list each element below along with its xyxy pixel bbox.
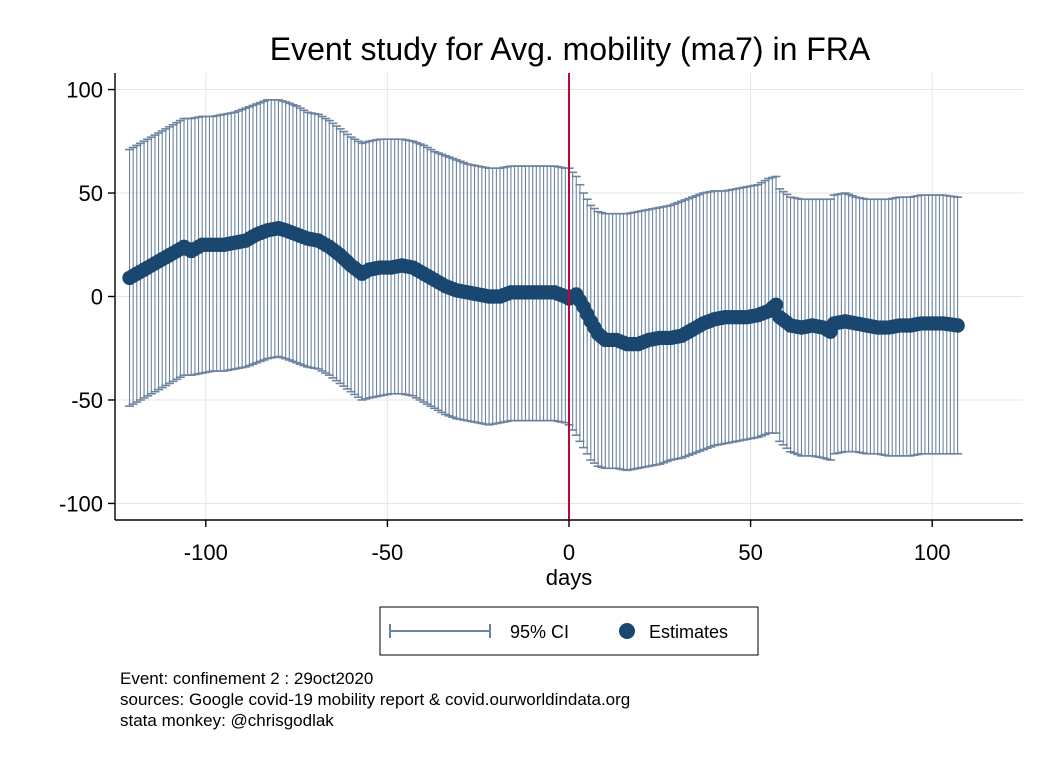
note-author: stata monkey: @chrisgodlak	[120, 711, 334, 730]
legend-estimates-label: Estimates	[649, 622, 728, 642]
x-tick-label: -100	[184, 540, 228, 565]
legend-estimates-marker	[619, 623, 635, 639]
x-tick-label: 0	[563, 540, 575, 565]
legend-ci-swatch	[389, 624, 491, 638]
x-axis-label: days	[546, 565, 592, 590]
estimate-point	[950, 318, 965, 333]
note-event: Event: confinement 2 : 29oct2020	[120, 669, 374, 688]
legend: 95% CI Estimates	[379, 606, 759, 656]
confidence-interval-bars	[125, 99, 963, 472]
y-tick-label: -50	[71, 388, 103, 413]
x-tick-label: -50	[372, 540, 404, 565]
estimate-point	[768, 297, 784, 312]
legend-ci-label: 95% CI	[510, 622, 569, 642]
y-tick-label: 0	[91, 285, 103, 310]
x-tick-label: 50	[738, 540, 762, 565]
axes: 100 50 0 -50 -100 -100 -50 0 50 100	[59, 73, 1023, 565]
y-tick-label: 100	[66, 78, 103, 103]
estimate-points	[122, 221, 965, 352]
chart-title: Event study for Avg. mobility (ma7) in F…	[270, 31, 871, 67]
note-sources: sources: Google covid-19 mobility report…	[120, 690, 631, 709]
y-tick-label: -100	[59, 491, 103, 516]
x-tick-label: 100	[914, 540, 951, 565]
y-tick-label: 50	[79, 181, 103, 206]
